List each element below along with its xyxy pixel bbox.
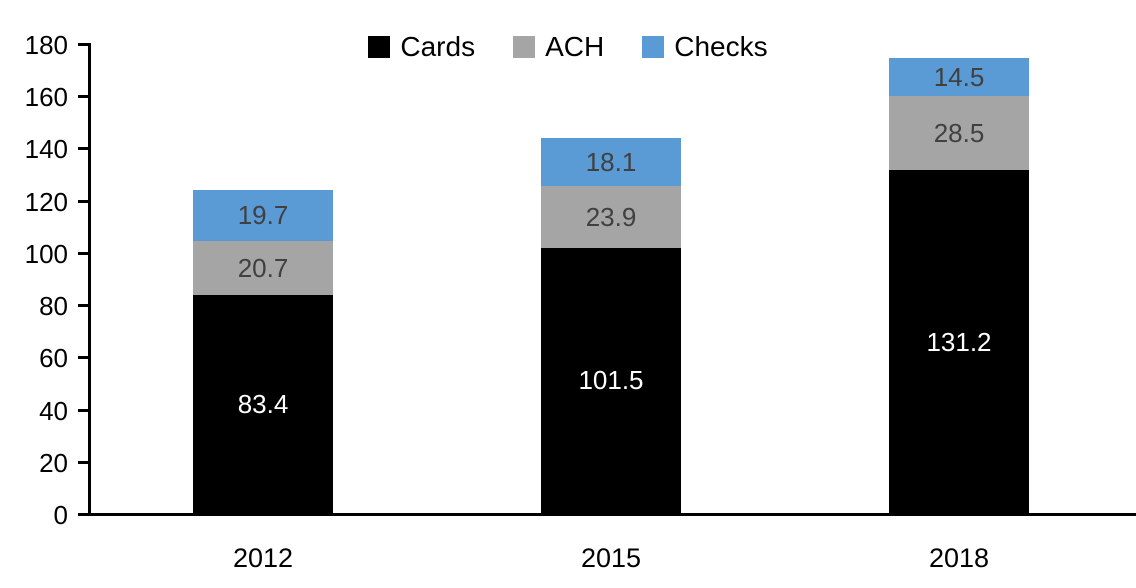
chart-legend: Cards ACH Checks bbox=[0, 33, 1136, 61]
bar-value-label: 83.4 bbox=[237, 389, 289, 420]
y-axis-tick-label: 160 bbox=[24, 82, 68, 113]
legend-label: Checks bbox=[674, 31, 768, 62]
bar-value-label: 14.5 bbox=[933, 62, 985, 93]
bar-value-label: 28.5 bbox=[933, 118, 985, 149]
y-axis-tick-label: 0 bbox=[53, 500, 68, 530]
x-axis-category-label: 2018 bbox=[928, 543, 990, 573]
bar-value-label: 101.5 bbox=[578, 365, 644, 396]
y-axis-tick bbox=[78, 513, 88, 516]
bar-value-label: 19.7 bbox=[237, 200, 289, 231]
bar-segment-ach-2012: 20.7 bbox=[193, 241, 333, 296]
y-axis-tick bbox=[78, 356, 88, 360]
bar-segment-ach-2015: 23.9 bbox=[541, 185, 681, 248]
legend-label: ACH bbox=[545, 31, 605, 62]
y-axis-tick-label: 120 bbox=[24, 186, 68, 217]
y-axis-tick-label: 60 bbox=[39, 343, 68, 374]
legend-item-ach: ACH bbox=[513, 33, 604, 61]
y-axis-line bbox=[88, 43, 91, 516]
bar-value-label: 131.2 bbox=[926, 326, 992, 357]
legend-item-checks: Checks bbox=[642, 31, 768, 62]
y-axis-tick bbox=[78, 251, 88, 255]
bar-segment-ach-2018: 28.5 bbox=[889, 96, 1029, 171]
y-axis-tick bbox=[78, 43, 88, 46]
y-axis-tick-label: 140 bbox=[24, 134, 68, 165]
bar-segment-cards-2018: 131.2 bbox=[889, 170, 1029, 513]
bar-segment-cards-2015: 101.5 bbox=[541, 247, 681, 513]
y-axis-tick bbox=[78, 95, 88, 99]
y-axis-tick-label: 20 bbox=[39, 447, 68, 478]
y-axis-tick bbox=[78, 199, 88, 203]
bar-value-label: 23.9 bbox=[585, 201, 637, 232]
bar-segment-checks-2012: 19.7 bbox=[193, 189, 333, 242]
bar-value-label: 18.1 bbox=[585, 146, 637, 177]
y-axis-tick-label: 180 bbox=[24, 30, 68, 60]
bar-segment-cards-2012: 83.4 bbox=[193, 295, 333, 513]
y-axis-tick-label: 40 bbox=[39, 395, 68, 426]
legend-swatch-icon bbox=[513, 36, 536, 58]
bar-segment-checks-2015: 18.1 bbox=[541, 138, 681, 186]
bar-value-label: 20.7 bbox=[237, 253, 289, 284]
x-axis-line bbox=[88, 513, 1136, 516]
x-axis-category-label: 2015 bbox=[580, 543, 642, 573]
legend-label: Cards bbox=[400, 31, 476, 62]
y-axis-tick bbox=[78, 408, 88, 412]
legend-swatch-icon bbox=[642, 36, 665, 58]
legend-swatch-icon bbox=[368, 36, 391, 58]
y-axis-tick bbox=[78, 304, 88, 308]
y-axis-tick bbox=[78, 147, 88, 151]
y-axis-tick bbox=[78, 460, 88, 464]
bar-segment-checks-2018: 14.5 bbox=[889, 58, 1029, 96]
y-axis-tick-label: 80 bbox=[39, 291, 68, 322]
legend-item-cards: Cards bbox=[368, 33, 475, 61]
y-axis-tick-label: 100 bbox=[24, 238, 68, 269]
x-axis-category-label: 2012 bbox=[232, 543, 294, 573]
